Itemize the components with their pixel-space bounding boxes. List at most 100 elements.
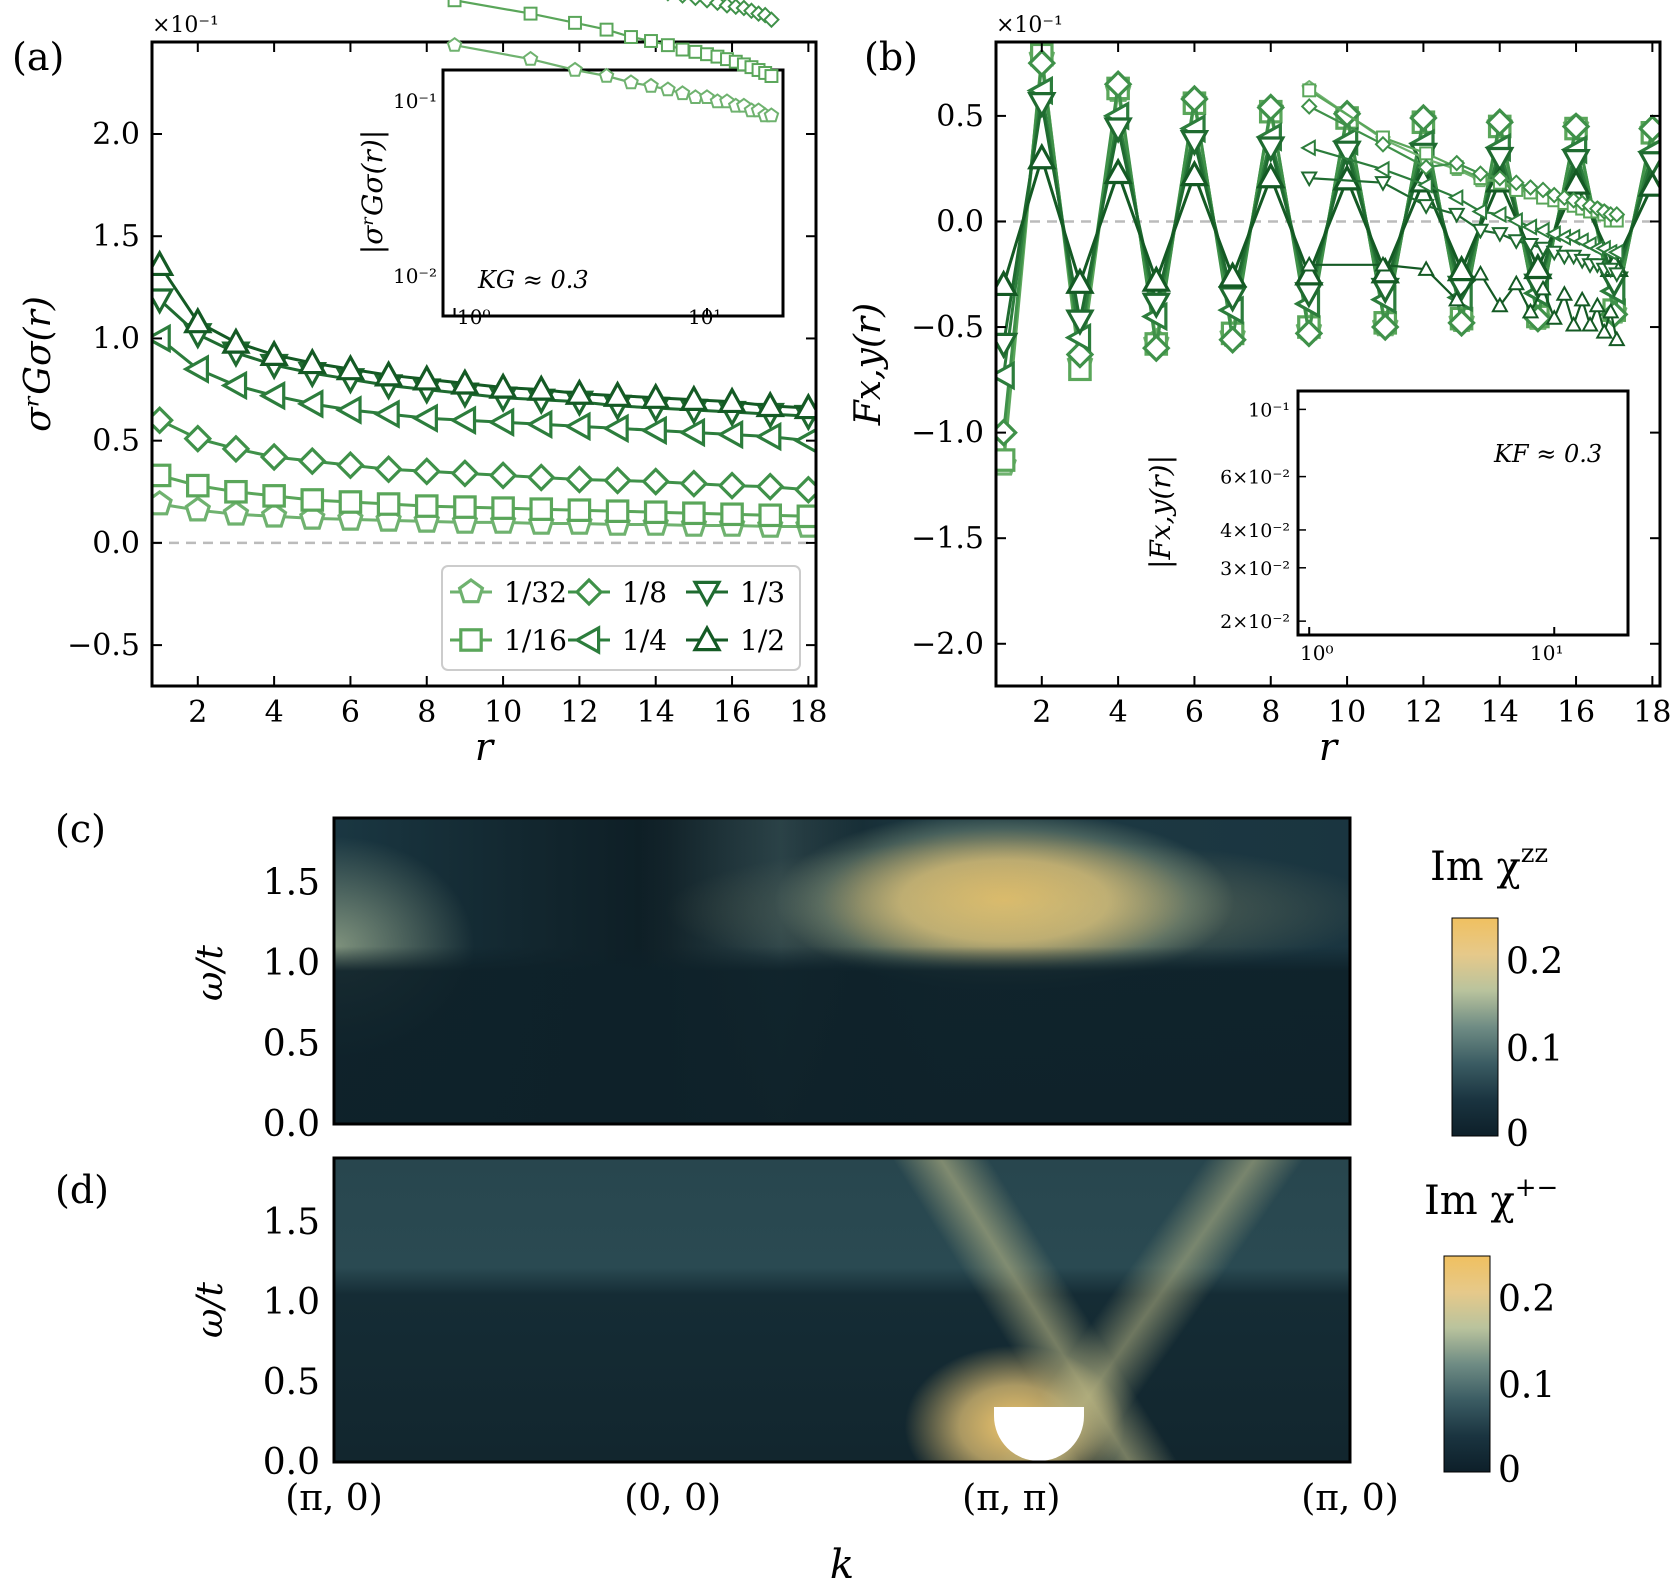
legend-label: 1/32 <box>504 576 567 609</box>
panel-a-y-tick-label: 0.0 <box>92 526 140 561</box>
panel-b-inset-y-tick-label: 3×10⁻² <box>1220 558 1290 580</box>
panel-a-point <box>641 467 670 496</box>
panel-b-inset-point <box>1608 267 1626 283</box>
panel-c-y-ticks: 0.0 0.5 1.0 1.5 <box>263 862 320 1145</box>
panel-b-point <box>1332 140 1362 168</box>
panel-a-point <box>297 347 327 375</box>
panel-a-point <box>222 500 250 526</box>
panel-b-point <box>996 360 1015 391</box>
panel-a-scale-note: ×10⁻¹ <box>152 13 219 38</box>
panel-c-colorbar-tick-label: 0.1 <box>1506 1029 1563 1070</box>
legend-marker <box>573 625 601 655</box>
legend-item-1-3: 1/3 <box>686 576 785 609</box>
legend-marker <box>574 577 604 607</box>
panel-a-inset-point <box>644 34 658 48</box>
panel-d-y-tick-label: 0.5 <box>263 1362 320 1403</box>
panel-b-inset-series-1-4 <box>1300 139 1624 262</box>
panel-a-point <box>221 327 251 354</box>
panel-a-x-tick-label: 4 <box>265 695 284 730</box>
panel-b-inset-point <box>1374 255 1392 272</box>
panel-b-inset-point <box>1300 98 1318 115</box>
panel-a-point <box>567 498 592 522</box>
panel-c-y-tick-label: 1.5 <box>263 862 320 903</box>
panel-a-inset-plot <box>446 0 780 316</box>
panel-b-point <box>1217 286 1248 313</box>
panel-c-colorbar <box>1451 917 1499 1137</box>
panel-a-point <box>720 502 744 527</box>
panel-a-point <box>564 378 595 405</box>
panel-a-x-tick-label: 6 <box>341 695 360 730</box>
panel-a-series-1-2 <box>152 249 816 420</box>
panel-a-point <box>298 446 327 476</box>
panel-b-inset-point <box>1300 171 1318 188</box>
panel-c-y-tick-label: 1.0 <box>263 943 320 984</box>
panel-b-inset-point <box>1447 188 1464 207</box>
panel-a-inset-point <box>599 22 614 37</box>
panel-b-inset-y-tick-label: 2×10⁻² <box>1220 611 1290 633</box>
panel-b-x-tick-label: 4 <box>1109 695 1128 730</box>
panel-a-point <box>565 465 594 494</box>
panel-b-point <box>1485 146 1515 174</box>
panel-a-series-line <box>158 418 809 492</box>
panel-a-point <box>453 495 477 519</box>
panel-b-label: (b) <box>864 35 918 79</box>
legend-marker <box>459 628 483 652</box>
panel-a-inset-point <box>567 61 583 77</box>
panel-d-colorbar-title: Im χ+− <box>1424 1173 1558 1224</box>
panel-b-inset-point <box>1608 330 1626 347</box>
panel-b-inset-point <box>1573 290 1591 307</box>
panel-a-point <box>487 407 515 437</box>
panel-b-inset-point <box>1302 83 1317 98</box>
panel-b-point <box>1256 136 1286 163</box>
panel-a-point <box>564 411 591 442</box>
panel-a-point <box>758 503 783 528</box>
panel-b-inset-point <box>1471 223 1490 240</box>
panel-a-x-tick-label: 14 <box>637 695 675 730</box>
panel-b-inset-point <box>1534 181 1552 199</box>
panel-a-x-tick-label: 8 <box>417 695 436 730</box>
panel-c: (c) 0.0 0.5 1.0 1.5 ω/t Im χzz 0 0.1 0.2 <box>55 807 1563 1155</box>
panel-a-point <box>414 494 439 518</box>
panel-a-point <box>374 455 403 484</box>
panel-d-x-tick-label: (π, π) <box>962 1478 1060 1519</box>
panel-b-point <box>1103 117 1133 144</box>
panel-b-inset-point <box>1472 165 1489 183</box>
panel-a-inset-series-1-16 <box>447 0 779 83</box>
panel-b-ylabel: Fx,y(r) <box>848 303 889 426</box>
panel-a-point <box>793 392 816 420</box>
panel-b-point <box>1027 48 1057 78</box>
legend-marker <box>692 624 722 652</box>
panel-b-inset-series-1-3 <box>1300 171 1626 283</box>
panel-b-inset-xtick-1: 10¹ <box>1530 641 1563 665</box>
panel-a-x-tick-label: 16 <box>713 695 751 730</box>
panel-a-point <box>526 374 556 401</box>
panel-a-inset-point <box>447 0 462 8</box>
panel-a-point <box>679 469 709 498</box>
panel-a-point <box>488 372 518 399</box>
panel-b-x-tick-label: 18 <box>1633 695 1671 730</box>
panel-a-inset-point <box>643 77 659 93</box>
panel-a-point <box>754 421 782 452</box>
panel-b-inset-point <box>1533 221 1550 240</box>
panel-a-point <box>182 354 209 384</box>
panel-b-inset-point <box>1300 255 1318 272</box>
panel-a-inset-point <box>764 69 779 83</box>
panel-d-colorbar <box>1443 1255 1491 1473</box>
panel-a-inset-point <box>674 85 691 101</box>
panel-b-point <box>1256 93 1286 122</box>
panel-b-y-tick-label: −2.0 <box>911 627 984 662</box>
panel-d-x-tick-label: (π, 0) <box>1301 1478 1399 1519</box>
panel-d-colorbar-tick-label: 0.2 <box>1498 1279 1555 1320</box>
panel-d-x-tick-label: (π, 0) <box>285 1478 383 1519</box>
panel-b-point <box>996 448 1016 472</box>
panel-a-point <box>220 370 248 401</box>
panel-b-inset-point <box>1491 296 1509 313</box>
legend-label: 1/3 <box>740 576 785 609</box>
panel-a-point <box>678 417 706 448</box>
panel-b-inset-ylabel: |Fx,y(r)| <box>1144 455 1177 569</box>
panel-d: (d) 0.00.51.01.5 (π, 0) (0, 0) (π, π) (π, 0… <box>55 1156 1558 1588</box>
panel-b-point <box>1218 325 1247 354</box>
panel-b-inset-point <box>1471 202 1488 221</box>
panel-b-point <box>1141 292 1171 320</box>
